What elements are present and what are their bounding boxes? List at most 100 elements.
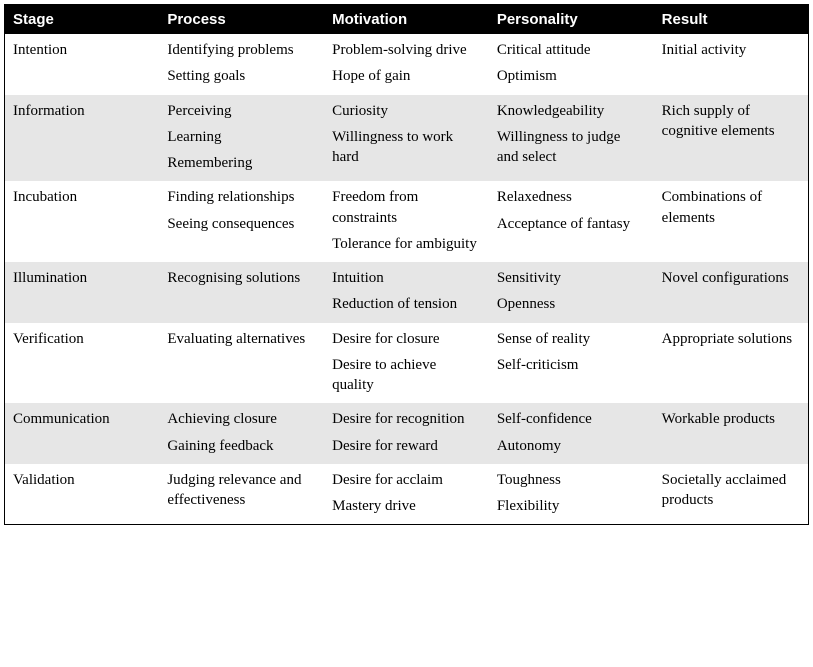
stages-table: Stage Process Motivation Personality Res… <box>4 4 809 525</box>
cell-item: Critical attitude <box>497 40 646 60</box>
cell-item: Intuition <box>332 268 481 288</box>
cell-personality: Knowledgeability Willingness to judge and… <box>489 95 654 182</box>
cell-item: Evaluating alternatives <box>167 329 316 349</box>
cell-personality: Critical attitude Optimism <box>489 34 654 95</box>
cell-result: Rich supply of cognitive elements <box>654 95 809 182</box>
cell-item: Initial activity <box>662 40 800 60</box>
cell-item: Hope of gain <box>332 66 481 86</box>
cell-stage: Incubation <box>5 181 160 262</box>
cell-item: Rich supply of cognitive elements <box>662 101 800 142</box>
col-header-process: Process <box>159 5 324 35</box>
col-header-stage: Stage <box>5 5 160 35</box>
cell-motivation: Desire for closureDesire to achieve qual… <box>324 323 489 404</box>
cell-item: Desire for reward <box>332 436 481 456</box>
cell-item: Remembering <box>167 153 316 173</box>
cell-item: Desire for acclaim <box>332 470 481 490</box>
cell-item: Knowledgeability <box>497 101 646 121</box>
cell-stage: Information <box>5 95 160 182</box>
cell-personality: Toughness Flexibility <box>489 464 654 525</box>
cell-item: Perceiving <box>167 101 316 121</box>
cell-item: Curiosity <box>332 101 481 121</box>
cell-personality: Relaxedness Acceptance of fantasy <box>489 181 654 262</box>
cell-motivation: Curiosity Willingness to work hard <box>324 95 489 182</box>
table-body: Intention Identifying problems Setting goa… <box>5 34 809 525</box>
cell-result: Novel configurations <box>654 262 809 323</box>
cell-item: Workable products <box>662 409 800 429</box>
cell-item: Toughness <box>497 470 646 490</box>
cell-item: Optimism <box>497 66 646 86</box>
table-row: Information Perceiving Learning Remembering… <box>5 95 809 182</box>
cell-result: Workable products <box>654 403 809 464</box>
col-header-result: Result <box>654 5 809 35</box>
cell-result: Appropriate solutions <box>654 323 809 404</box>
cell-motivation: Desire for recognition Desire for reward <box>324 403 489 464</box>
cell-item: Autonomy <box>497 436 646 456</box>
cell-result: Combinations of elements <box>654 181 809 262</box>
col-header-personality: Personality <box>489 5 654 35</box>
cell-personality: Self-confidence Autonomy <box>489 403 654 464</box>
cell-process: Achieving closure Gaining feedback <box>159 403 324 464</box>
cell-item: Gaining feedback <box>167 436 316 456</box>
cell-item: Verification <box>13 329 151 349</box>
cell-stage: Validation <box>5 464 160 525</box>
cell-item: Willingness to judge and select <box>497 127 646 168</box>
cell-item: Judging relevance and effectiveness <box>167 470 316 511</box>
cell-result: Initial activity <box>654 34 809 95</box>
cell-process: Perceiving Learning Remembering <box>159 95 324 182</box>
cell-item: Seeing consequences <box>167 214 316 234</box>
cell-item: Desire to achieve quality <box>332 355 481 396</box>
table-header-row: Stage Process Motivation Personality Res… <box>5 5 809 35</box>
cell-item: Learning <box>167 127 316 147</box>
cell-result: Societally acclaimed products <box>654 464 809 525</box>
cell-process: Recognising solutions <box>159 262 324 323</box>
cell-item: Appropriate solutions <box>662 329 800 349</box>
table-row: Incubation Finding relationships Seeing co… <box>5 181 809 262</box>
cell-stage: Communication <box>5 403 160 464</box>
cell-motivation: Desire for acclaim Mastery drive <box>324 464 489 525</box>
cell-item: Achieving closure <box>167 409 316 429</box>
table-row: Validation Judging relevance and effectiv… <box>5 464 809 525</box>
cell-item: Sensitivity <box>497 268 646 288</box>
table-row: Intention Identifying problems Setting goa… <box>5 34 809 95</box>
cell-item: Willingness to work hard <box>332 127 481 168</box>
cell-process: Identifying problems Setting goals <box>159 34 324 95</box>
cell-item: Mastery drive <box>332 496 481 516</box>
cell-item: Setting goals <box>167 66 316 86</box>
cell-process: Judging relevance and effectiveness <box>159 464 324 525</box>
cell-item: Identifying problems <box>167 40 316 60</box>
cell-item: Problem-solving drive <box>332 40 481 60</box>
cell-item: Intention <box>13 40 151 60</box>
cell-item: Societally acclaimed products <box>662 470 800 511</box>
cell-item: Sense of reality <box>497 329 646 349</box>
cell-item: Reduction of tension <box>332 294 481 314</box>
cell-item: Flexibility <box>497 496 646 516</box>
cell-item: Novel configurations <box>662 268 800 288</box>
cell-process: Finding relationships Seeing consequences <box>159 181 324 262</box>
cell-motivation: Intuition Reduction of tension <box>324 262 489 323</box>
cell-personality: SensitivityOpenness <box>489 262 654 323</box>
cell-item: Recognising solutions <box>167 268 316 288</box>
table-row: Illumination Recognising solutions Intuiti… <box>5 262 809 323</box>
cell-item: Relaxedness <box>497 187 646 207</box>
cell-item: Self-criticism <box>497 355 646 375</box>
cell-item: Finding relationships <box>167 187 316 207</box>
cell-personality: Sense of reality Self-criticism <box>489 323 654 404</box>
cell-process: Evaluating alternatives <box>159 323 324 404</box>
cell-item: Freedom from constraints <box>332 187 481 228</box>
table-row: Verification Evaluating alternatives Desir… <box>5 323 809 404</box>
col-header-motivation: Motivation <box>324 5 489 35</box>
cell-motivation: Problem-solving drive Hope of gain <box>324 34 489 95</box>
cell-item: Desire for recognition <box>332 409 481 429</box>
cell-item: Acceptance of fantasy <box>497 214 646 234</box>
cell-item: Tolerance for ambiguity <box>332 234 481 254</box>
cell-item: Self-confidence <box>497 409 646 429</box>
cell-item: Incubation <box>13 187 151 207</box>
cell-item: Illumination <box>13 268 151 288</box>
cell-motivation: Freedom from constraints Tolerance for am… <box>324 181 489 262</box>
cell-stage: Verification <box>5 323 160 404</box>
cell-item: Validation <box>13 470 151 490</box>
cell-item: Information <box>13 101 151 121</box>
cell-stage: Intention <box>5 34 160 95</box>
cell-item: Communication <box>13 409 151 429</box>
table-row: Communication Achieving closure Gaining fe… <box>5 403 809 464</box>
